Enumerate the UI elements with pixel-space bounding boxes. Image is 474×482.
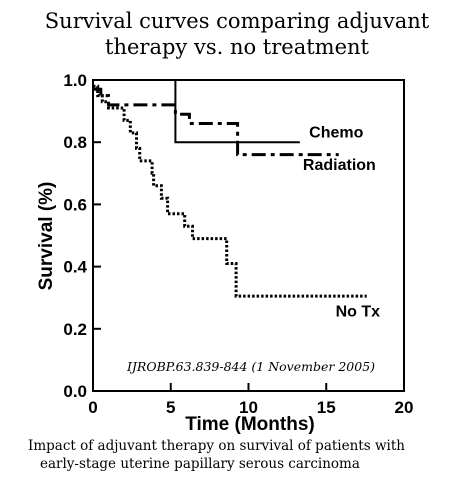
series-label-chemo: Chemo — [309, 125, 363, 142]
x-axis-label: Time (Months) — [185, 414, 314, 435]
chart-title-line-2: therapy vs. no treatment — [105, 35, 369, 59]
series-line-no-tx — [93, 84, 367, 298]
chart-title: Survival curves comparing adjuvant thera… — [0, 8, 474, 60]
caption-line-1: Impact of adjuvant therapy on survival o… — [28, 438, 405, 454]
x-tick-label-3: 15 — [317, 398, 336, 417]
y-tick-label-5: 1.0 — [63, 71, 87, 90]
x-tick-label-2: 10 — [239, 398, 258, 417]
caption-line-2: early-stage uterine papillary serous car… — [40, 456, 360, 472]
y-tick-label-3: 0.6 — [63, 195, 87, 214]
x-tick-label-1: 5 — [166, 398, 175, 417]
series-line-radiation — [93, 87, 339, 157]
y-tick-label-0: 0.0 — [63, 382, 87, 401]
y-tick-label-1: 0.2 — [63, 320, 87, 339]
chart-title-line-1: Survival curves comparing adjuvant — [44, 9, 430, 33]
y-axis-label: Survival (%) — [36, 182, 57, 291]
figure-caption: Impact of adjuvant therapy on survival o… — [28, 437, 468, 473]
x-tick-label-0: 0 — [88, 398, 97, 417]
ticks-layer: 0 5 10 15 20 0.0 0.2 0.4 0.6 0.8 1.0 — [63, 71, 413, 417]
source-annotation: IJROBP.63.839-844 (1 November 2005) — [126, 359, 375, 374]
y-tick-label-2: 0.4 — [63, 258, 87, 277]
series-label-no-tx: No Tx — [336, 303, 381, 320]
y-tick-label-4: 0.8 — [63, 133, 87, 152]
x-tick-label-4: 20 — [395, 398, 414, 417]
series-layer — [93, 79, 367, 298]
series-label-radiation: Radiation — [303, 157, 376, 174]
labels-layer: Chemo Radiation No Tx — [303, 125, 380, 321]
